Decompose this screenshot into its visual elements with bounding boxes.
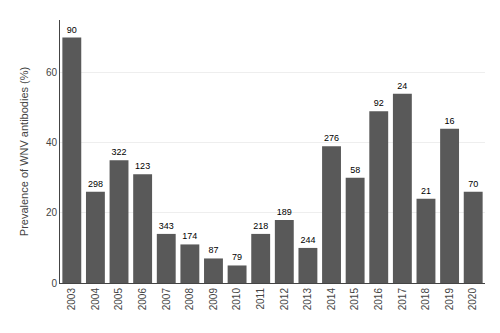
svg-text:2012: 2012 [279,288,290,311]
svg-text:58: 58 [350,165,360,175]
svg-text:189: 189 [277,207,292,217]
svg-text:2014: 2014 [326,288,337,311]
svg-text:2015: 2015 [349,288,360,311]
svg-text:343: 343 [159,221,174,231]
svg-text:2008: 2008 [184,288,195,311]
svg-text:2011: 2011 [255,288,266,310]
svg-text:276: 276 [324,133,339,143]
svg-text:40: 40 [46,137,58,148]
svg-text:20: 20 [46,207,58,218]
svg-text:0: 0 [51,278,57,289]
svg-text:298: 298 [88,179,103,189]
svg-text:2016: 2016 [373,288,384,311]
svg-text:322: 322 [112,147,127,157]
svg-text:2005: 2005 [113,288,124,311]
svg-text:2009: 2009 [208,288,219,311]
svg-text:Prevalence of WNV antibodies (: Prevalence of WNV antibodies (%) [18,67,30,236]
svg-text:70: 70 [468,179,478,189]
svg-text:16: 16 [445,116,455,126]
svg-text:2020: 2020 [467,288,478,311]
svg-text:2007: 2007 [161,288,172,311]
svg-text:87: 87 [208,245,218,255]
svg-text:2019: 2019 [444,288,455,311]
svg-text:60: 60 [46,67,58,78]
svg-text:2010: 2010 [231,288,242,311]
svg-text:2003: 2003 [66,288,77,311]
svg-text:2017: 2017 [397,288,408,311]
svg-text:2004: 2004 [90,288,101,311]
svg-text:21: 21 [421,186,431,196]
svg-text:90: 90 [67,25,77,35]
svg-text:92: 92 [374,98,384,108]
svg-text:123: 123 [135,161,150,171]
svg-text:79: 79 [232,252,242,262]
svg-text:2018: 2018 [420,288,431,311]
svg-text:24: 24 [397,81,407,91]
svg-text:244: 244 [300,235,315,245]
svg-text:218: 218 [253,221,268,231]
svg-text:2006: 2006 [137,288,148,311]
svg-text:2013: 2013 [302,288,313,311]
svg-text:174: 174 [182,231,197,241]
